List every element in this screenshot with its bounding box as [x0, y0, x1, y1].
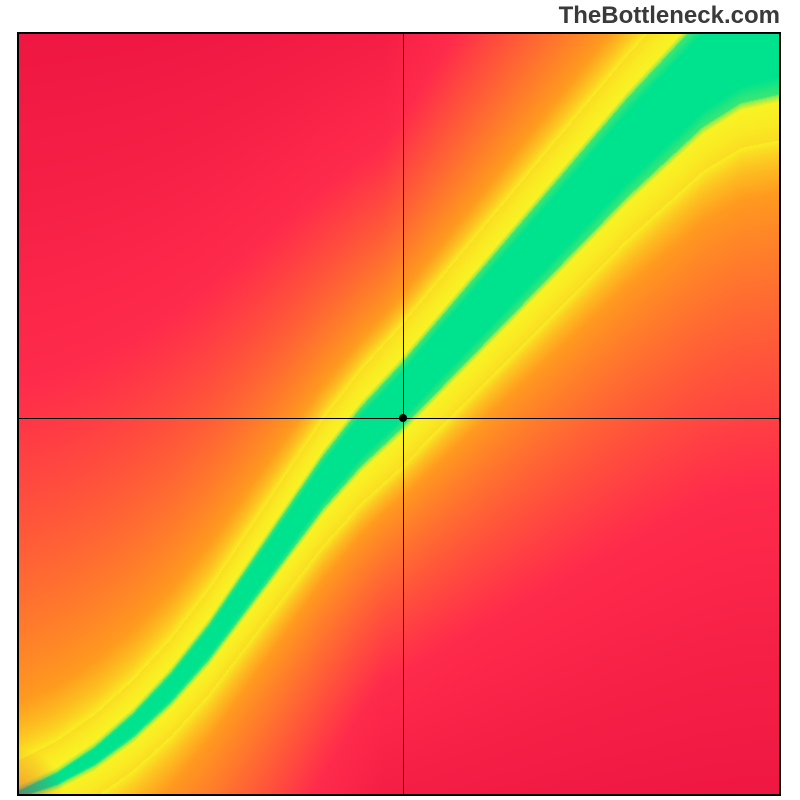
chart-container: TheBottleneck.com — [0, 0, 800, 800]
plot-frame — [17, 32, 781, 796]
marker-dot — [399, 414, 407, 422]
watermark-text: TheBottleneck.com — [559, 2, 780, 30]
